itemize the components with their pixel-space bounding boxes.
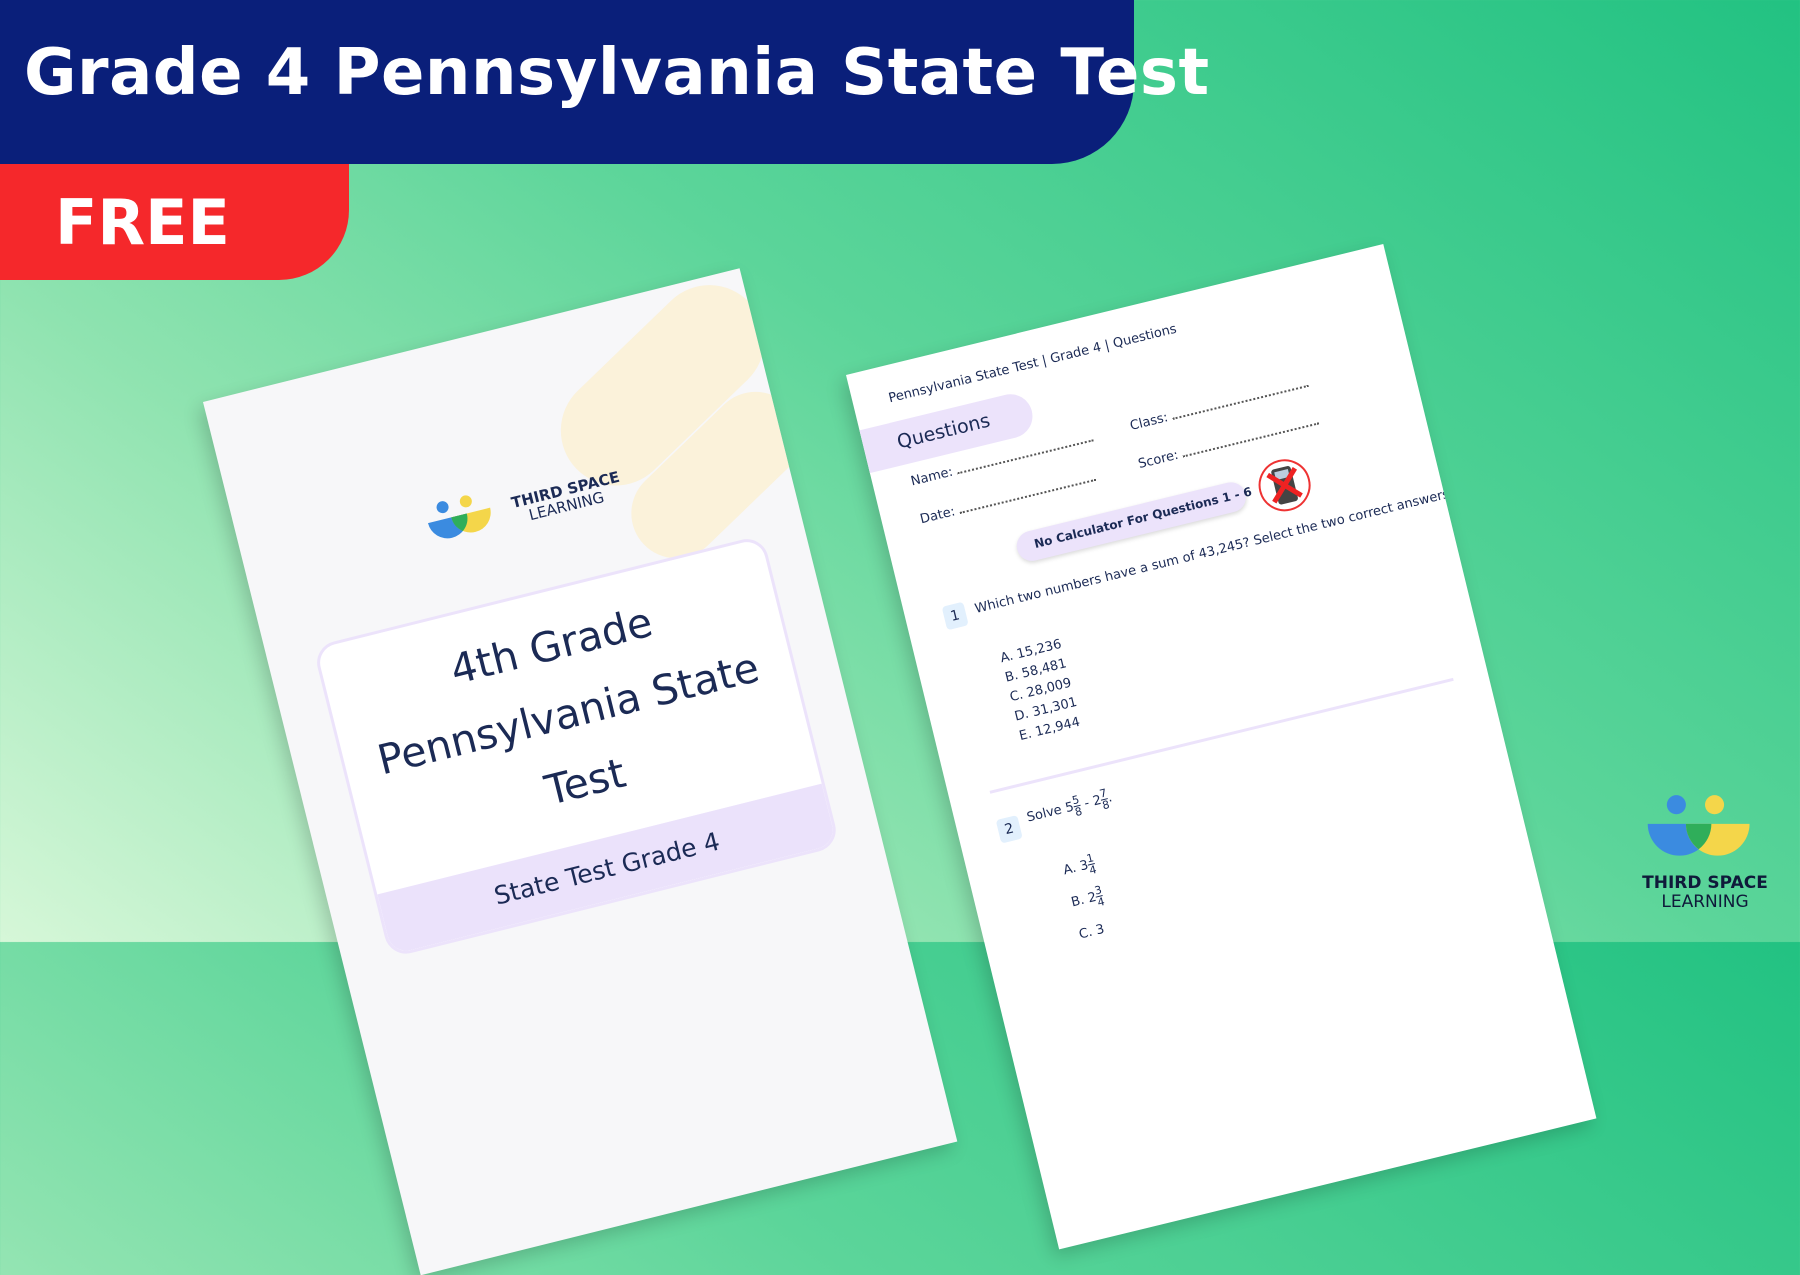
question-sheet: Pennsylvania State Test | Grade 4 | Ques…: [846, 244, 1597, 1250]
brand-line2: LEARNING: [1661, 892, 1749, 912]
operator: -: [1082, 795, 1091, 812]
cover-title-card: 4th Grade Pennsylvania State Test State …: [312, 534, 841, 959]
option-label: A.: [1061, 860, 1078, 879]
option-label: B.: [1069, 892, 1086, 911]
brand-line1: THIRD SPACE: [1642, 873, 1768, 893]
question-divider: [989, 677, 1454, 794]
brand-text: THIRD SPACE LEARNING: [1620, 874, 1790, 912]
sheet-header: Pennsylvania State Test | Grade 4 | Ques…: [887, 321, 1179, 407]
question-number-badge: 1: [941, 601, 969, 631]
answer-option[interactable]: C. 3: [1078, 922, 1106, 943]
solve-label: Solve: [1025, 802, 1064, 826]
date-label: Date:: [918, 504, 957, 528]
cover-booklet: THIRD SPACE LEARNING 4th Grade Pennsylva…: [203, 268, 958, 1275]
option-label: C.: [1077, 924, 1094, 943]
denominator: 8: [1073, 804, 1084, 820]
score-label: Score:: [1136, 447, 1180, 473]
third-space-learning-logo-icon: [1647, 795, 1750, 856]
third-space-logo-icon: [427, 495, 491, 539]
denominator: 4: [1096, 894, 1107, 910]
free-badge: FREE: [0, 164, 349, 280]
no-calculator-icon: [1258, 459, 1311, 512]
question-number-badge: 2: [995, 815, 1023, 844]
title-banner: Grade 4 Pennsylvania State Test: [0, 0, 1209, 164]
denominator: 8: [1101, 798, 1111, 813]
section-title: Questions: [894, 409, 993, 454]
free-label: FREE: [55, 186, 230, 259]
cover-logo-text: THIRD SPACE LEARNING: [510, 468, 625, 527]
page-title: Grade 4 Pennsylvania State Test: [24, 36, 1210, 110]
whole: 3: [1094, 921, 1106, 939]
class-label: Class:: [1128, 410, 1170, 434]
name-label: Name:: [909, 464, 955, 490]
denominator: 4: [1088, 862, 1098, 878]
